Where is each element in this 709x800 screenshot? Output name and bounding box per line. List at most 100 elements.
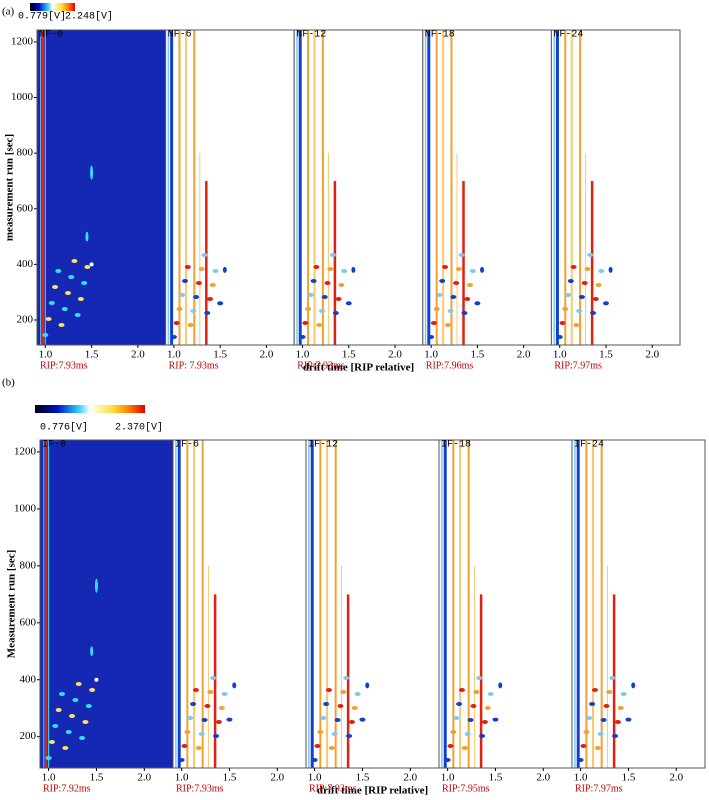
spot — [492, 717, 499, 722]
colorbar — [30, 3, 75, 11]
y-tick-label: 1200 — [11, 35, 34, 47]
spot — [190, 309, 197, 313]
heatmap-bg — [294, 30, 423, 345]
spot — [359, 717, 366, 722]
spot — [444, 323, 451, 327]
spot — [198, 267, 205, 271]
spot — [307, 293, 314, 297]
spot — [484, 706, 491, 710]
spot — [464, 297, 471, 301]
spot — [58, 323, 65, 327]
spot — [55, 269, 62, 273]
plot-name: NF-18 — [425, 30, 455, 41]
spot — [473, 690, 480, 694]
spot — [487, 692, 494, 696]
x-tick-label: 1.0 — [553, 349, 567, 361]
spot — [65, 730, 72, 734]
spot — [320, 716, 327, 720]
colorbar — [35, 405, 145, 413]
spot — [64, 291, 71, 295]
plot-name: IF-24 — [574, 440, 604, 451]
x-tick-label: 1.0 — [42, 772, 56, 784]
spot — [198, 732, 205, 736]
plot-name: NF-6 — [168, 30, 192, 41]
y-tick-label: 400 — [20, 673, 37, 685]
spot — [204, 704, 211, 708]
spot — [74, 313, 81, 317]
spot — [192, 688, 199, 692]
colorbar-min: 0.776[V] — [40, 422, 88, 434]
spot — [201, 718, 208, 722]
spot — [428, 335, 435, 339]
spot — [343, 676, 350, 680]
spot — [79, 736, 86, 740]
x-tick-label: 1.5 — [85, 349, 99, 361]
spot — [458, 688, 465, 692]
spot — [597, 732, 604, 736]
spot — [61, 307, 68, 311]
spot — [311, 758, 318, 762]
spot — [474, 301, 481, 306]
spot — [334, 718, 341, 722]
y-tick-label: 1000 — [11, 91, 34, 103]
x-tick-label: 2.0 — [517, 349, 531, 361]
spot — [608, 266, 613, 273]
spot — [559, 321, 566, 325]
heatmap — [40, 440, 173, 768]
rip-label: RIP:7.97ms — [554, 360, 602, 371]
spot — [170, 335, 177, 339]
heatmap — [439, 440, 572, 768]
spot — [310, 279, 317, 283]
x-tick-label: 1.0 — [167, 349, 181, 361]
heatmap — [306, 440, 439, 768]
spot — [317, 730, 324, 734]
spot — [587, 253, 594, 257]
spot — [213, 734, 220, 738]
spot — [71, 259, 78, 263]
x-tick-label: 2.0 — [645, 349, 659, 361]
spot — [85, 231, 89, 242]
heatmap-bg — [422, 30, 552, 345]
plot-name: NF-12 — [296, 30, 326, 41]
spot — [450, 295, 457, 299]
spot — [48, 740, 55, 744]
spot — [302, 321, 309, 325]
heatmap — [422, 30, 552, 345]
spot — [72, 698, 79, 702]
spot — [207, 297, 214, 301]
y-tick-label: 200 — [17, 314, 34, 326]
spot — [316, 323, 323, 327]
spot — [89, 688, 96, 692]
spot — [612, 734, 619, 738]
y-axis-label: Measurement run [sec] — [6, 550, 18, 659]
spot — [581, 281, 588, 285]
heatmap-bg — [165, 30, 295, 345]
spot — [586, 716, 593, 720]
spot — [299, 335, 306, 339]
heatmap — [165, 30, 295, 345]
rip-label: RIP:7.93ms — [176, 783, 224, 794]
heatmap-bg — [37, 30, 166, 345]
spot — [84, 265, 91, 269]
spot — [589, 702, 596, 706]
spot — [68, 275, 75, 279]
x-tick-label: 1.0 — [574, 772, 588, 784]
spot — [215, 720, 222, 724]
spot — [217, 301, 224, 306]
spot — [348, 720, 355, 724]
spot — [81, 281, 88, 285]
spot — [570, 265, 577, 269]
spot — [625, 717, 632, 722]
spot — [176, 307, 183, 311]
y-tick-label: 800 — [20, 559, 37, 571]
spot — [330, 253, 337, 257]
spot — [222, 266, 227, 273]
spot — [94, 677, 99, 682]
spot — [430, 321, 437, 325]
spot — [69, 714, 76, 718]
spot — [614, 720, 621, 724]
spot — [62, 746, 69, 750]
spot — [42, 333, 49, 337]
spot — [184, 730, 191, 734]
spot — [480, 266, 485, 273]
